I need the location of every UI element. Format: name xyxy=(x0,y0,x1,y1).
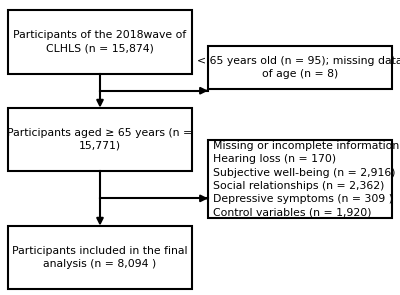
Text: Participants aged ≥ 65 years (n =
15,771): Participants aged ≥ 65 years (n = 15,771… xyxy=(8,128,192,151)
Text: Missing or incomplete information:
Hearing loss (n = 170)
Subjective well-being : Missing or incomplete information: Heari… xyxy=(213,141,400,217)
FancyBboxPatch shape xyxy=(8,108,192,171)
Text: < 65 years old (n = 95); missing data
of age (n = 8): < 65 years old (n = 95); missing data of… xyxy=(197,55,400,79)
FancyBboxPatch shape xyxy=(8,226,192,289)
FancyBboxPatch shape xyxy=(208,46,392,88)
FancyBboxPatch shape xyxy=(208,140,392,218)
FancyBboxPatch shape xyxy=(8,10,192,74)
Text: Participants included in the final
analysis (n = 8,094 ): Participants included in the final analy… xyxy=(12,246,188,269)
Text: Participants of the 2018wave of
CLHLS (n = 15,874): Participants of the 2018wave of CLHLS (n… xyxy=(13,30,187,54)
